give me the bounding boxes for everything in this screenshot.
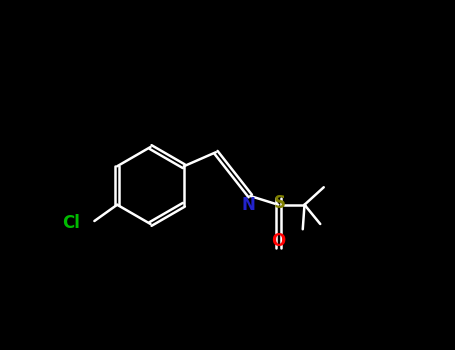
Text: O: O xyxy=(271,232,285,251)
Text: Cl: Cl xyxy=(62,214,81,232)
Text: N: N xyxy=(242,196,255,214)
Text: S: S xyxy=(274,194,286,212)
